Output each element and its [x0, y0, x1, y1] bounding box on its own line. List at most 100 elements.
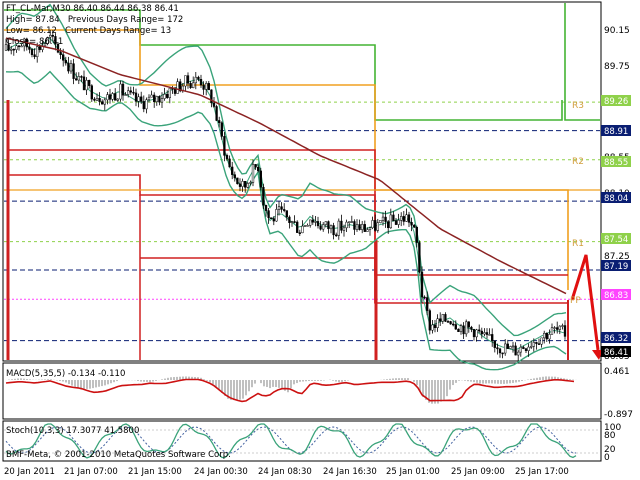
candle-body: [314, 221, 317, 223]
candle-body: [85, 80, 88, 91]
candle-body: [556, 327, 559, 330]
candle-body: [355, 224, 359, 230]
candle-body: [470, 326, 473, 330]
stochastic-panel[interactable]: [2, 420, 602, 462]
candle-body: [192, 82, 195, 88]
price-tick: 89.75: [604, 62, 630, 72]
candle-body: [238, 183, 242, 187]
candle-body: [496, 347, 499, 350]
candle-body: [212, 102, 216, 107]
candle-body: [368, 227, 372, 230]
candle-body: [270, 217, 273, 219]
candle-body: [366, 229, 369, 232]
stoch-tick: 0: [604, 453, 610, 463]
candle-body: [264, 204, 268, 211]
candle-body: [301, 225, 304, 234]
candle-body: [121, 83, 125, 96]
candle-body: [298, 232, 301, 234]
candle-body: [548, 334, 551, 340]
candle-body: [184, 75, 187, 87]
time-tick: 20 Jan 2011: [4, 467, 55, 477]
candle-body: [119, 83, 122, 100]
candle-body: [449, 321, 452, 325]
candle-body: [137, 96, 140, 102]
candle-body: [353, 221, 356, 230]
candle-body: [218, 120, 221, 123]
candle-body: [444, 314, 447, 322]
time-tick: 24 Jan 00:30: [194, 467, 248, 477]
candle-body: [488, 334, 491, 336]
candle-body: [389, 214, 392, 229]
candle-body: [511, 345, 515, 348]
candle-body: [472, 329, 476, 338]
candle-body: [335, 234, 338, 237]
candle-body: [311, 219, 314, 223]
price-tick: 87.25: [604, 252, 630, 262]
candle-body: [179, 81, 182, 92]
candle-body: [147, 96, 151, 101]
candle-body: [80, 76, 83, 78]
candle-body: [158, 96, 161, 103]
level-tag-text: 87.54: [604, 235, 628, 245]
candle-body: [415, 226, 418, 243]
pivot-label-r2: R2: [572, 157, 584, 167]
candle-body: [431, 324, 434, 331]
candle-body: [550, 327, 554, 335]
level-tag-text: 86.41: [604, 348, 628, 358]
candle-body: [501, 352, 504, 355]
candle-body: [426, 297, 429, 311]
price-tick: 90.15: [604, 26, 630, 36]
candle-body: [142, 101, 145, 110]
candle-body: [145, 99, 148, 110]
candle-body: [348, 221, 351, 223]
candle-body: [420, 271, 424, 298]
candle-body: [231, 166, 234, 175]
candle-body: [457, 328, 460, 332]
candle-body: [358, 224, 361, 230]
candle-body: [483, 332, 486, 335]
bollinger-upper: [5, 3, 567, 337]
candle-body: [436, 318, 439, 328]
candle-body: [129, 90, 132, 93]
candle-body: [509, 346, 512, 349]
stochastic-series: [4, 423, 600, 459]
candle-body: [441, 314, 444, 322]
candle-body: [153, 94, 156, 103]
candle-body: [28, 46, 31, 50]
candle-body: [64, 60, 67, 64]
candle-body: [176, 81, 179, 94]
time-tick: 24 Jan 08:30: [258, 467, 312, 477]
candle-body: [504, 343, 507, 354]
candle-body: [491, 334, 494, 342]
candle-body: [205, 83, 208, 90]
candle-body: [202, 84, 205, 90]
level-tag-bg: [601, 332, 631, 343]
candle-body: [345, 221, 348, 229]
forecast-arrow-head: [592, 350, 603, 360]
candle-body: [376, 222, 379, 231]
candle-body: [10, 48, 13, 51]
candle-body: [163, 94, 166, 99]
candle-body: [254, 164, 257, 168]
candle-body: [309, 219, 312, 226]
pivot-step-lines: [4, 3, 600, 360]
candle-body: [285, 210, 288, 218]
candle-body: [324, 221, 327, 225]
candle-body: [446, 321, 450, 323]
current-days-range: Current Days Range= 13: [65, 26, 172, 36]
candle-body: [251, 164, 255, 183]
candle-body: [98, 98, 101, 102]
candle-body: [77, 76, 80, 81]
low-value: Low= 86.12: [6, 26, 57, 36]
candle-body: [296, 221, 299, 233]
candle-body: [467, 321, 470, 328]
candle-body: [199, 79, 203, 86]
main-price-panel[interactable]: [2, 1, 602, 362]
candle-body: [194, 76, 197, 84]
candle-body: [59, 51, 62, 55]
candle-body: [275, 209, 278, 222]
candle-body: [150, 94, 153, 98]
candle-body: [350, 221, 353, 223]
candle-body: [75, 78, 78, 81]
